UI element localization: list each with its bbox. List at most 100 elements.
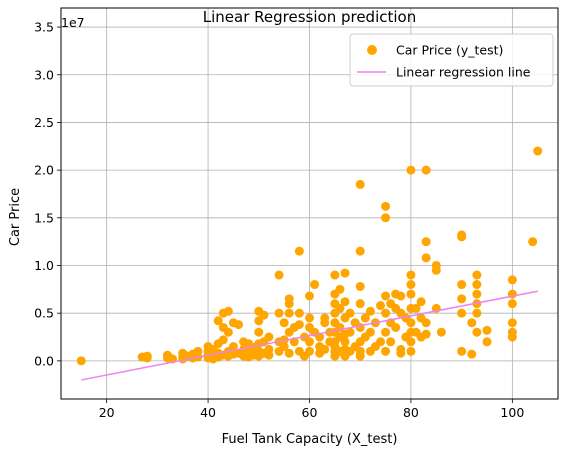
data-point xyxy=(330,270,340,280)
data-point xyxy=(284,348,294,358)
data-point xyxy=(381,291,391,301)
data-point xyxy=(457,346,467,356)
data-point xyxy=(406,270,416,280)
data-point xyxy=(340,337,350,347)
x-tick-label: 40 xyxy=(200,405,216,420)
data-point xyxy=(533,146,543,156)
data-point xyxy=(528,237,538,247)
data-point xyxy=(421,318,431,328)
data-point xyxy=(284,308,294,318)
data-point xyxy=(421,165,431,175)
data-point xyxy=(284,294,294,304)
data-point xyxy=(482,337,492,347)
data-point xyxy=(482,325,492,335)
data-point xyxy=(76,356,86,366)
data-point xyxy=(457,294,467,304)
data-point xyxy=(406,165,416,175)
grid xyxy=(61,8,558,399)
data-point xyxy=(472,289,482,299)
data-point xyxy=(421,329,431,339)
data-point xyxy=(335,303,345,313)
data-point xyxy=(345,327,355,337)
y-axis-offset-text: 1e7 xyxy=(61,15,85,30)
data-point xyxy=(406,337,416,347)
legend: Car Price (y_test) Linear regression lin… xyxy=(349,33,554,87)
y-tick-label: 3.0 xyxy=(34,67,54,82)
x-tick-label: 80 xyxy=(403,405,419,420)
x-tick-label: 100 xyxy=(500,405,524,420)
data-point xyxy=(507,299,517,309)
data-point xyxy=(234,320,243,330)
data-point xyxy=(467,318,477,328)
data-point xyxy=(345,308,355,318)
data-point xyxy=(310,280,320,290)
data-point xyxy=(467,349,477,359)
legend-marker-points xyxy=(367,45,377,55)
y-tick-label: 2.0 xyxy=(34,163,54,178)
data-point xyxy=(355,179,365,189)
data-point xyxy=(381,346,391,356)
data-point xyxy=(223,306,233,316)
legend-box xyxy=(349,33,554,87)
data-point xyxy=(305,346,314,356)
data-point xyxy=(355,281,365,291)
data-point xyxy=(320,344,330,354)
y-tick-label: 0.0 xyxy=(34,353,54,368)
data-point xyxy=(406,346,416,356)
data-point xyxy=(416,297,426,307)
data-point xyxy=(264,344,274,354)
data-point xyxy=(294,308,304,318)
data-point xyxy=(355,346,365,356)
data-point xyxy=(381,201,391,211)
y-tick-label: 1.5 xyxy=(34,210,54,225)
x-axis-label: Fuel Tank Capacity (X_test) xyxy=(222,432,398,447)
data-point xyxy=(340,268,350,278)
data-point xyxy=(396,344,406,354)
data-point xyxy=(335,284,345,294)
data-point xyxy=(421,253,431,263)
y-tick-label: 3.5 xyxy=(34,20,54,35)
chart-title: Linear Regression prediction xyxy=(203,8,416,26)
data-point xyxy=(472,308,482,318)
plot-data xyxy=(76,146,543,381)
data-point xyxy=(381,213,391,223)
data-point xyxy=(507,327,517,337)
data-point xyxy=(254,327,264,337)
data-point xyxy=(436,327,446,337)
data-point xyxy=(355,246,365,256)
y-tick-label: 0.5 xyxy=(34,306,54,321)
data-point xyxy=(457,230,467,240)
data-point xyxy=(431,260,441,270)
data-point xyxy=(406,318,416,328)
data-point xyxy=(360,313,370,323)
data-point xyxy=(365,306,375,316)
legend-label-line: Linear regression line xyxy=(396,65,531,80)
data-point xyxy=(294,320,304,330)
data-point xyxy=(320,313,330,323)
legend-label-points: Car Price (y_test) xyxy=(396,43,503,58)
data-point xyxy=(381,308,391,318)
data-point xyxy=(381,327,391,337)
data-point xyxy=(391,322,401,332)
data-point xyxy=(355,299,365,309)
y-tick-label: 1.0 xyxy=(34,258,54,273)
data-point xyxy=(507,275,517,285)
data-point xyxy=(213,316,223,326)
data-point xyxy=(305,337,314,347)
data-point xyxy=(218,335,228,345)
x-tick-label: 60 xyxy=(302,405,318,420)
data-point xyxy=(411,303,421,313)
data-point xyxy=(228,342,238,352)
data-point xyxy=(507,318,517,328)
regression-line xyxy=(81,290,538,381)
data-point xyxy=(305,313,314,323)
y-tick-label: 2.5 xyxy=(34,115,54,130)
data-point xyxy=(264,332,274,342)
data-point xyxy=(457,280,467,290)
data-point xyxy=(421,237,431,247)
data-point xyxy=(223,327,233,337)
data-point xyxy=(294,246,304,256)
data-point xyxy=(386,337,396,347)
data-point xyxy=(274,308,284,318)
data-point xyxy=(274,270,284,280)
